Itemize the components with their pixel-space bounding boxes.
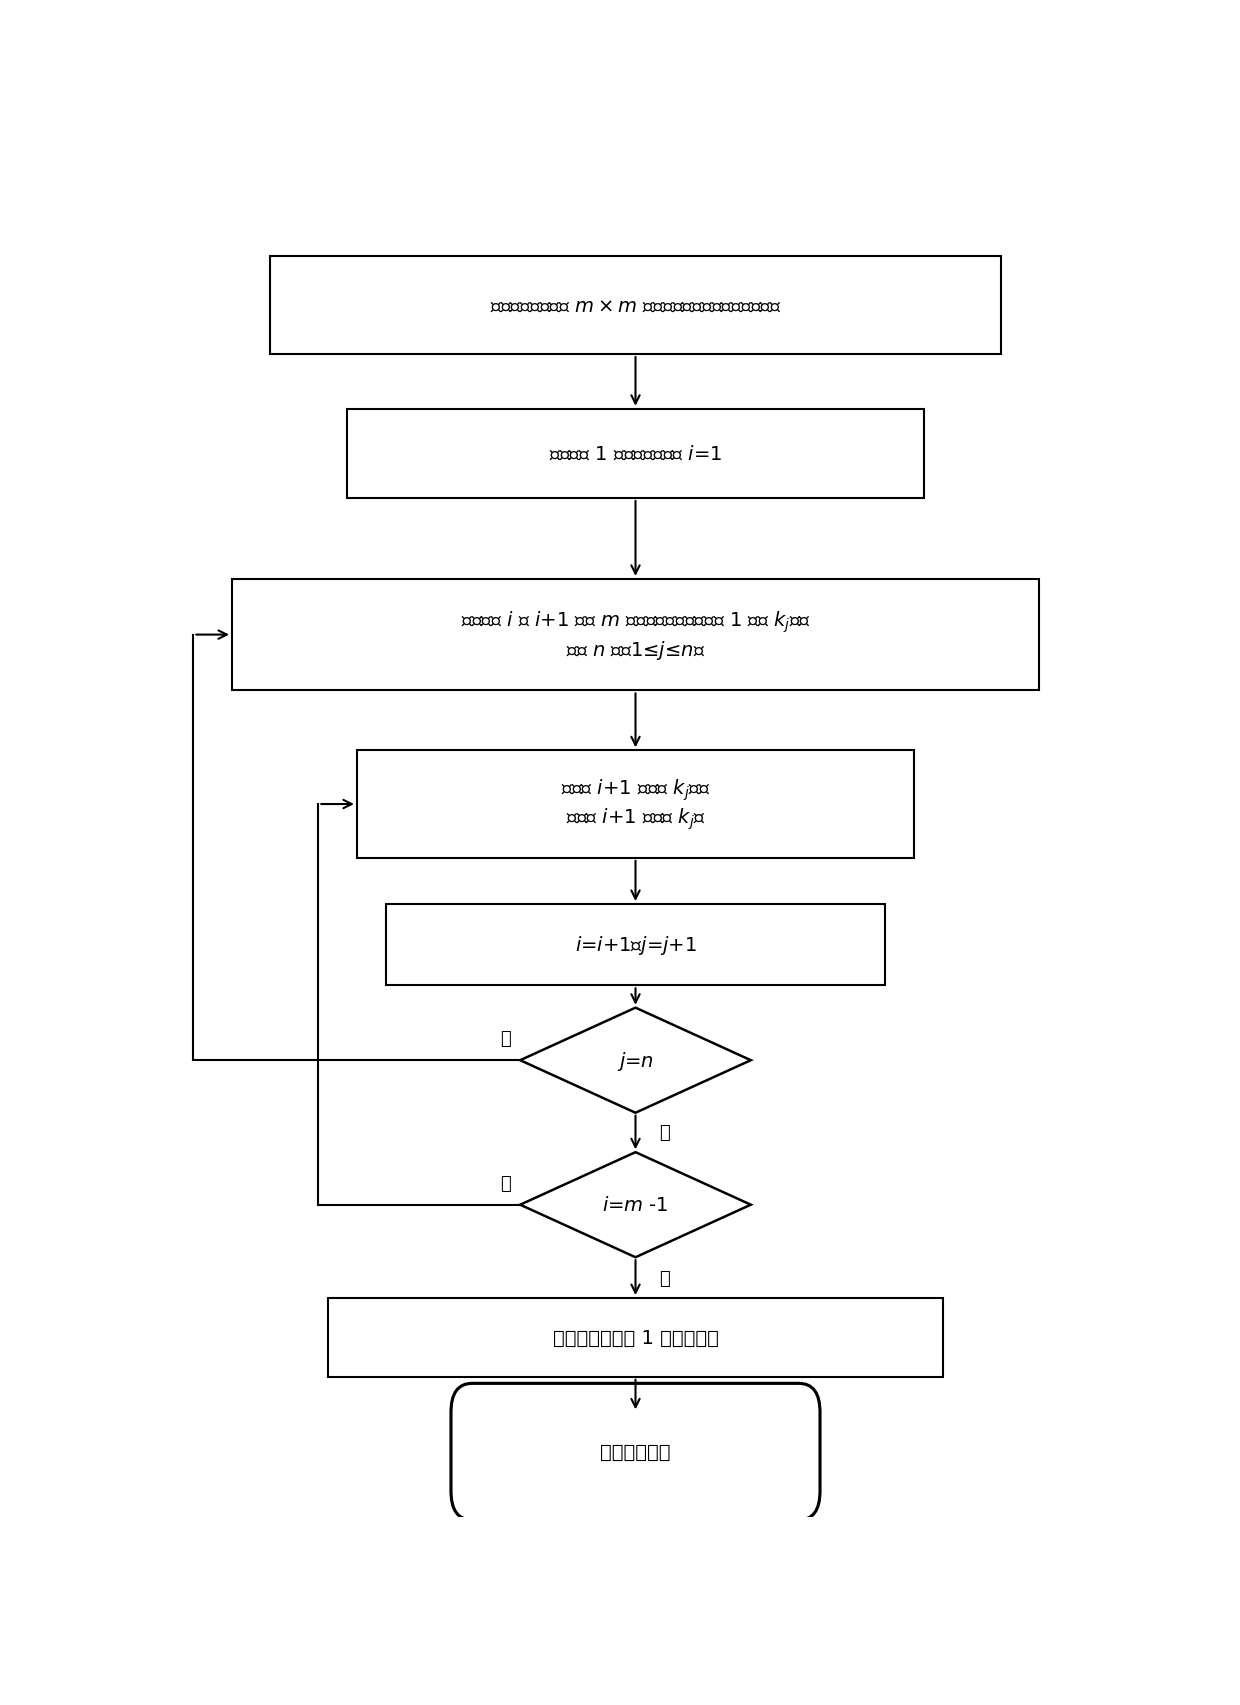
Text: $i$=$m$ -1: $i$=$m$ -1 <box>603 1195 668 1214</box>
Text: 基于获得的大小为 $m\times m$ 的多荷载工况响应综合关联矩阵: 基于获得的大小为 $m\times m$ 的多荷载工况响应综合关联矩阵 <box>490 297 781 315</box>
Text: $i$=$i$+1，$j$=$j$+1: $i$=$i$+1，$j$=$j$+1 <box>574 934 697 957</box>
FancyBboxPatch shape <box>347 409 924 498</box>
FancyBboxPatch shape <box>232 580 1039 691</box>
Text: 否: 否 <box>500 1173 511 1192</box>
Text: 否: 否 <box>500 1030 511 1047</box>
Polygon shape <box>521 1153 751 1258</box>
Text: 从矩阵第 $i$ 行 $i$+1 列至 $m$ 列中依次找出系数等于 1 的第 $k_j$列，
共有 $n$ 列（1≤$j$≤$n$）: 从矩阵第 $i$ 行 $i$+1 列至 $m$ 列中依次找出系数等于 1 的第 … <box>460 609 811 662</box>
FancyBboxPatch shape <box>327 1298 944 1378</box>
Text: 交换第 $i$+1 行和第 $k_j$行；
交换第 $i$+1 列和第 $k_j$列: 交换第 $i$+1 行和第 $k_j$行； 交换第 $i$+1 列和第 $k_j… <box>560 777 711 832</box>
FancyBboxPatch shape <box>357 750 914 858</box>
FancyBboxPatch shape <box>386 904 885 985</box>
FancyBboxPatch shape <box>451 1383 820 1521</box>
FancyBboxPatch shape <box>270 256 1001 355</box>
Text: 是: 是 <box>660 1269 671 1287</box>
Text: $j$=$n$: $j$=$n$ <box>618 1049 653 1072</box>
Text: 寻找元素全部为 1 的方块矩阵: 寻找元素全部为 1 的方块矩阵 <box>553 1328 718 1347</box>
Text: 从矩阵第 1 行开始搜索，即 $i$=1: 从矩阵第 1 行开始搜索，即 $i$=1 <box>549 445 722 464</box>
Polygon shape <box>521 1008 751 1113</box>
Text: 确定关联区域: 确定关联区域 <box>600 1442 671 1461</box>
Text: 是: 是 <box>660 1124 671 1142</box>
